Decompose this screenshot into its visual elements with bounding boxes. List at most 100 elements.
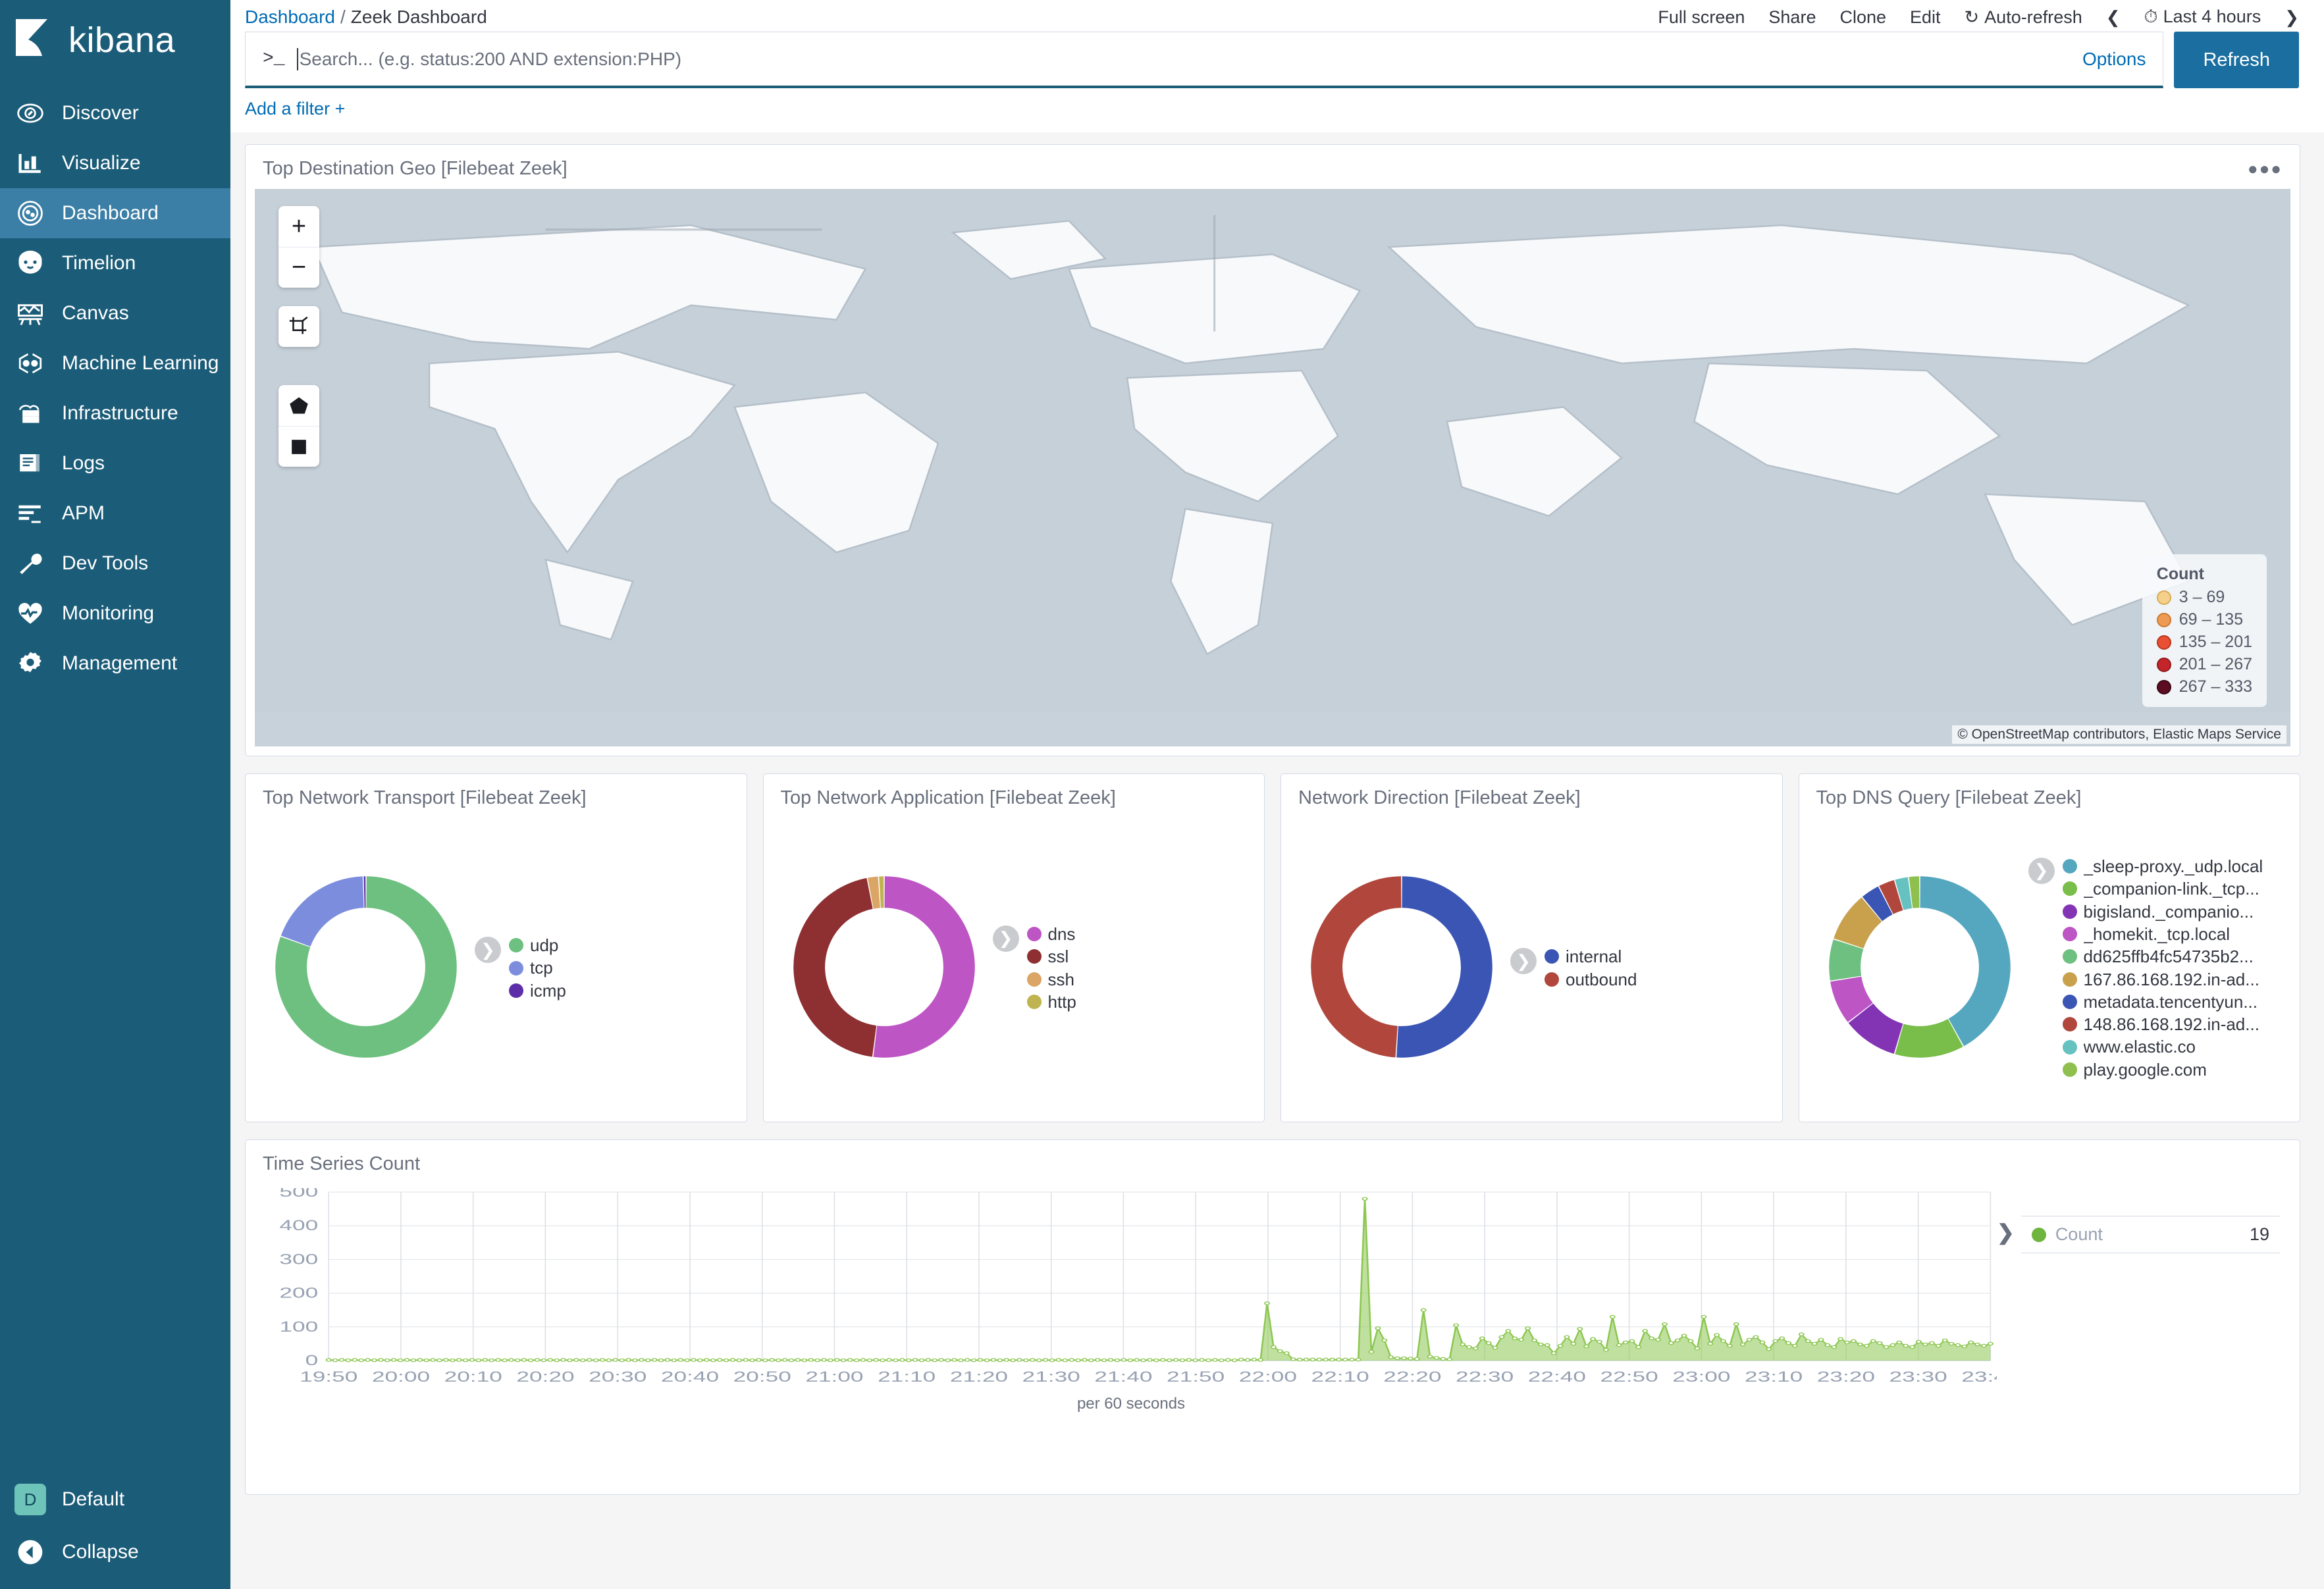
- data-point[interactable]: [729, 1358, 736, 1362]
- data-point[interactable]: [489, 1358, 495, 1363]
- data-point[interactable]: [1342, 1357, 1348, 1362]
- full-screen-button[interactable]: Full screen: [1658, 7, 1745, 27]
- data-point[interactable]: [1283, 1351, 1290, 1355]
- data-point[interactable]: [886, 1358, 892, 1362]
- data-point[interactable]: [456, 1358, 462, 1362]
- data-point[interactable]: [833, 1358, 840, 1362]
- donut-slice[interactable]: [1878, 879, 1903, 914]
- data-point[interactable]: [1296, 1357, 1303, 1362]
- legend-item[interactable]: 167.86.168.192.in-ad...: [2062, 968, 2263, 991]
- data-point[interactable]: [677, 1358, 684, 1362]
- data-point[interactable]: [1889, 1343, 1896, 1347]
- data-point[interactable]: [1961, 1344, 1968, 1349]
- data-point[interactable]: [899, 1358, 905, 1362]
- legend-item[interactable]: dd625ffb4fc54735b2...: [2062, 945, 2263, 968]
- data-point[interactable]: [853, 1358, 860, 1363]
- data-point[interactable]: [938, 1358, 945, 1362]
- data-point[interactable]: [625, 1358, 632, 1362]
- legend-item[interactable]: metadata.tencentyun...: [2062, 991, 2263, 1013]
- data-point[interactable]: [1779, 1336, 1785, 1341]
- data-point[interactable]: [1062, 1358, 1069, 1363]
- data-point[interactable]: [1166, 1358, 1173, 1363]
- data-point[interactable]: [1225, 1358, 1231, 1362]
- data-point[interactable]: [1980, 1343, 1987, 1348]
- data-point[interactable]: [880, 1358, 886, 1363]
- data-point[interactable]: [1049, 1358, 1055, 1363]
- legend-collapse-icon[interactable]: ❯: [1997, 1220, 2015, 1244]
- data-point[interactable]: [697, 1358, 703, 1363]
- sidebar-item-visualize[interactable]: Visualize: [0, 138, 230, 188]
- data-point[interactable]: [1472, 1346, 1479, 1351]
- donut-slice[interactable]: [1830, 976, 1873, 1022]
- data-point[interactable]: [1505, 1329, 1512, 1333]
- data-point[interactable]: [1479, 1336, 1485, 1341]
- donut-slice[interactable]: [1848, 1003, 1903, 1054]
- data-point[interactable]: [547, 1358, 554, 1362]
- data-point[interactable]: [1922, 1342, 1928, 1347]
- data-point[interactable]: [795, 1358, 801, 1362]
- data-point[interactable]: [554, 1358, 560, 1363]
- legend-item[interactable]: _companion-link._tcp...: [2062, 877, 2263, 900]
- data-point[interactable]: [599, 1358, 606, 1362]
- data-point[interactable]: [1694, 1346, 1701, 1351]
- timeseries-chart[interactable]: 0 100 200 300 400 500 19:50 20:00 20:10 20:20 20:…: [265, 1188, 1997, 1477]
- data-point[interactable]: [1772, 1339, 1779, 1343]
- data-point[interactable]: [1955, 1343, 1961, 1347]
- data-point[interactable]: [932, 1358, 938, 1363]
- zoom-in-icon[interactable]: +: [291, 212, 307, 240]
- data-point[interactable]: [1629, 1339, 1635, 1343]
- data-point[interactable]: [619, 1358, 625, 1363]
- data-point[interactable]: [1010, 1358, 1017, 1363]
- data-point[interactable]: [1616, 1343, 1622, 1347]
- data-point[interactable]: [1655, 1338, 1662, 1342]
- data-point[interactable]: [1642, 1329, 1649, 1333]
- data-point[interactable]: [664, 1358, 671, 1362]
- data-point[interactable]: [1681, 1334, 1687, 1338]
- data-point[interactable]: [631, 1358, 638, 1363]
- data-point[interactable]: [1251, 1357, 1257, 1362]
- donut-slice[interactable]: [280, 875, 364, 947]
- data-point[interactable]: [821, 1358, 828, 1362]
- donut-slice[interactable]: [873, 875, 975, 1058]
- data-point[interactable]: [541, 1358, 547, 1363]
- data-point[interactable]: [1577, 1327, 1583, 1331]
- data-point[interactable]: [873, 1358, 880, 1362]
- sidebar-item-machine-learning[interactable]: Machine Learning: [0, 338, 230, 388]
- data-point[interactable]: [390, 1358, 397, 1362]
- data-point[interactable]: [1101, 1358, 1107, 1363]
- data-point[interactable]: [756, 1358, 762, 1362]
- data-point[interactable]: [801, 1358, 808, 1363]
- data-point[interactable]: [1036, 1358, 1042, 1363]
- data-point[interactable]: [430, 1358, 436, 1362]
- data-point[interactable]: [1968, 1340, 1974, 1345]
- data-point[interactable]: [1570, 1342, 1577, 1346]
- data-point[interactable]: [1440, 1357, 1446, 1361]
- data-point[interactable]: [560, 1358, 567, 1362]
- donut-chart-transport[interactable]: [257, 872, 475, 1062]
- data-point[interactable]: [1564, 1335, 1570, 1339]
- data-point[interactable]: [1238, 1357, 1244, 1362]
- data-point[interactable]: [847, 1358, 853, 1362]
- data-point[interactable]: [703, 1358, 710, 1362]
- legend-row[interactable]: Count 19: [2021, 1216, 2280, 1253]
- data-point[interactable]: [684, 1358, 691, 1363]
- data-point[interactable]: [1427, 1355, 1433, 1359]
- data-point[interactable]: [1368, 1349, 1375, 1354]
- data-point[interactable]: [1726, 1343, 1733, 1348]
- data-point[interactable]: [1211, 1358, 1218, 1362]
- data-point[interactable]: [1857, 1342, 1863, 1347]
- donut-slice[interactable]: [1894, 876, 1912, 910]
- data-point[interactable]: [1199, 1358, 1205, 1362]
- data-point[interactable]: [1388, 1355, 1394, 1359]
- data-point[interactable]: [1785, 1341, 1792, 1345]
- data-point[interactable]: [612, 1358, 619, 1362]
- data-point[interactable]: [1609, 1315, 1616, 1319]
- donut-slice[interactable]: [1311, 875, 1402, 1057]
- data-point[interactable]: [365, 1358, 371, 1362]
- data-point[interactable]: [423, 1358, 430, 1363]
- data-point[interactable]: [671, 1358, 677, 1363]
- draw-polygon-icon[interactable]: [278, 385, 319, 426]
- sidebar-item-monitoring[interactable]: Monitoring: [0, 588, 230, 638]
- data-point[interactable]: [1720, 1339, 1727, 1343]
- data-point[interactable]: [345, 1358, 352, 1363]
